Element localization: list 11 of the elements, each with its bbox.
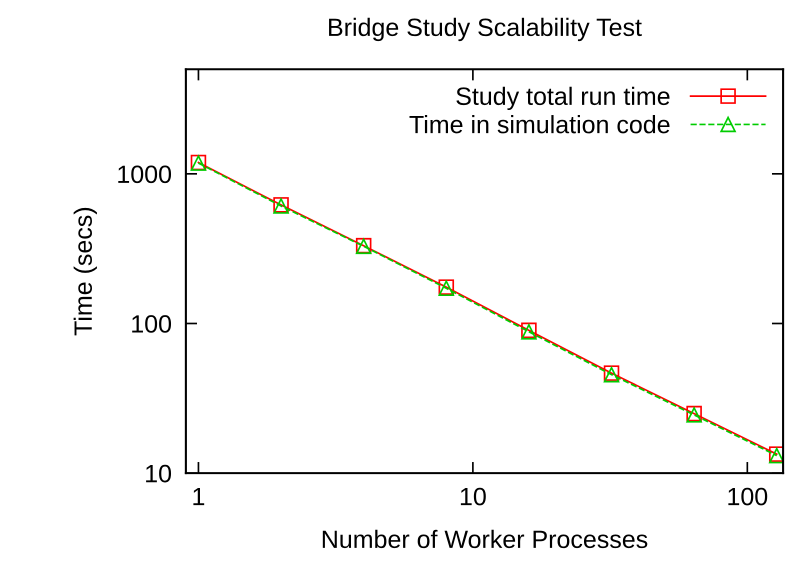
x-axis-title: Number of Worker Processes bbox=[322, 530, 648, 548]
legend-label: Study total run time bbox=[456, 86, 670, 110]
y-tick-label: 100 bbox=[132, 315, 172, 333]
y-tick-label: 1000 bbox=[118, 165, 172, 184]
legend-label: Time in simulation code bbox=[409, 115, 670, 134]
x-tick-label: 1 bbox=[193, 488, 204, 506]
chart-title: Bridge Study Scalability Test bbox=[329, 18, 642, 42]
x-tick-label: 10 bbox=[460, 488, 486, 506]
x-tick-label: 100 bbox=[728, 488, 768, 506]
y-axis-title: Time (secs) bbox=[74, 208, 97, 336]
y-tick-label: 10 bbox=[146, 464, 172, 482]
